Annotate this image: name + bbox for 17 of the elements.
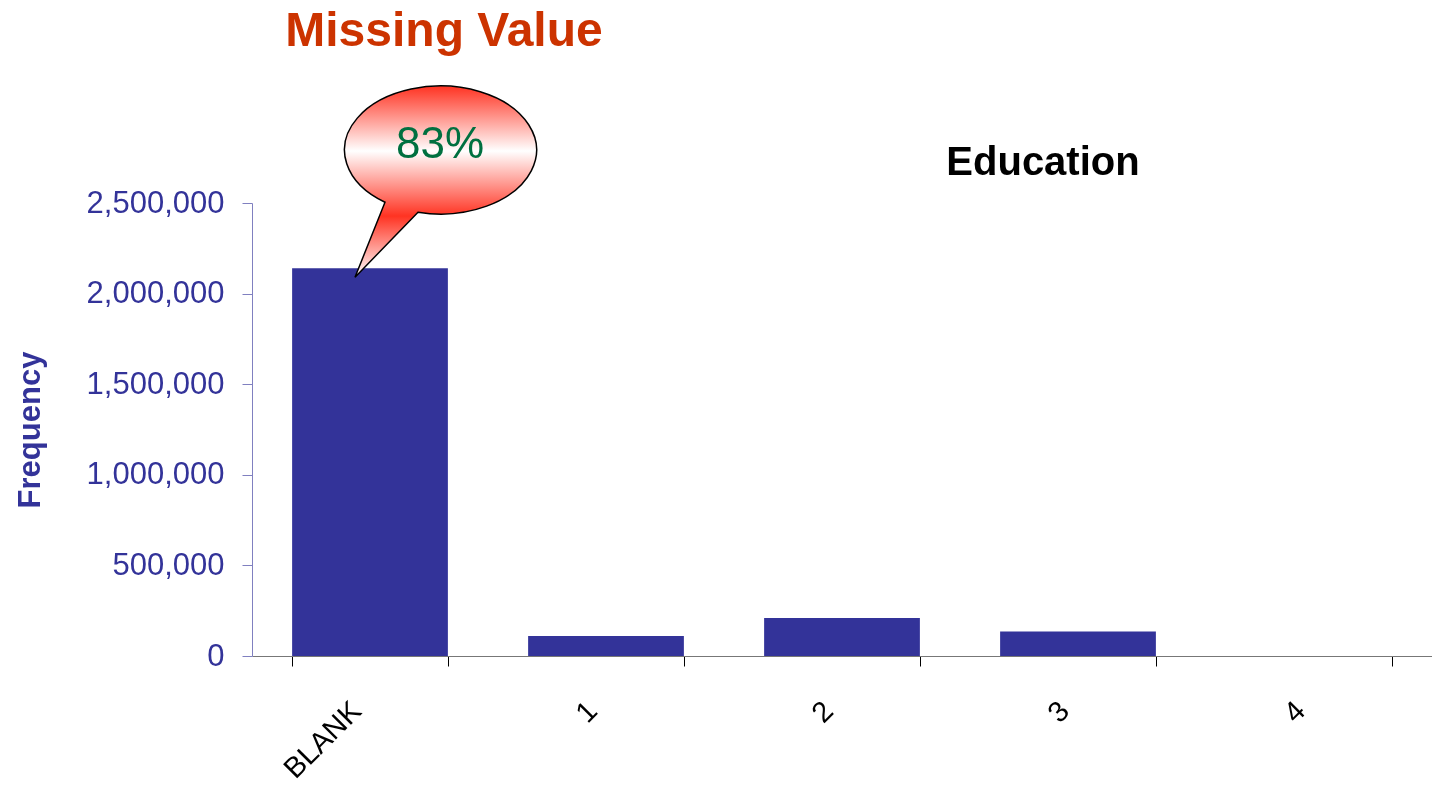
y-tick-label: 2,500,000 [86, 184, 225, 220]
x-tick-label: 4 [1277, 694, 1312, 729]
bar [1000, 631, 1156, 656]
x-tick-label: 2 [805, 694, 840, 729]
y-tick-label: 500,000 [112, 546, 225, 582]
y-tick-label: 2,000,000 [86, 275, 225, 311]
y-tick-label: 1,500,000 [86, 365, 225, 401]
x-tick-label: 1 [569, 694, 604, 729]
annotation: 83% [395, 118, 485, 168]
chart-title: Missing Value [285, 3, 603, 56]
bar [764, 617, 920, 656]
x-tick-label: 3 [1041, 694, 1076, 729]
chart-subtitle: Education [946, 139, 1140, 183]
y-axis-title: Frequency [11, 350, 47, 509]
bar [528, 636, 684, 656]
y-tick-label: 1,000,000 [86, 456, 225, 492]
y-tick-label: 0 [207, 637, 225, 673]
